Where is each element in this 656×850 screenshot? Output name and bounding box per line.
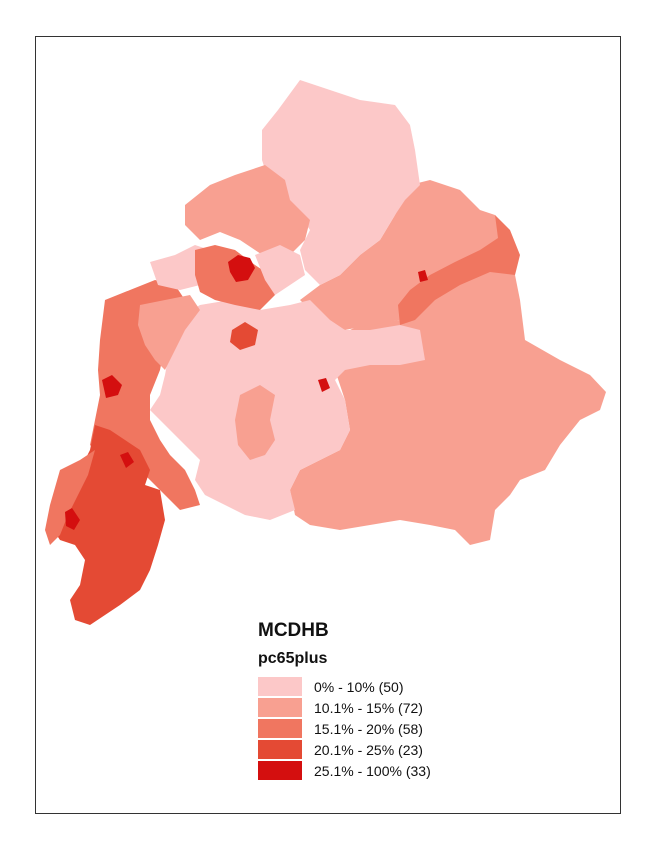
legend-items: 0% - 10% (50) 10.1% - 15% (72) 15.1% - 20%… xyxy=(258,676,518,781)
legend-title: MCDHB xyxy=(258,620,329,641)
region-northwest xyxy=(185,165,310,260)
legend-item: 25.1% - 100% (33) xyxy=(258,760,518,781)
region-town-pale xyxy=(255,245,305,295)
legend-swatch xyxy=(258,698,302,717)
hotspot-6 xyxy=(230,322,258,350)
hotspot-5 xyxy=(120,452,134,468)
region-ne-strip xyxy=(398,215,520,325)
legend-item: 20.1% - 25% (23) xyxy=(258,739,518,760)
legend-item: 15.1% - 20% (58) xyxy=(258,718,518,739)
legend-item: 10.1% - 15% (72) xyxy=(258,697,518,718)
legend-swatch xyxy=(258,740,302,759)
region-sw-strip xyxy=(45,450,95,545)
legend-label: 25.1% - 100% (33) xyxy=(314,762,431,779)
hotspot-2 xyxy=(102,375,122,398)
hotspot-1 xyxy=(228,255,255,282)
legend-label: 0% - 10% (50) xyxy=(314,678,404,695)
legend-label: 20.1% - 25% (23) xyxy=(314,741,423,758)
region-central xyxy=(150,300,425,520)
legend-swatch xyxy=(258,761,302,780)
hotspot-7 xyxy=(418,270,428,282)
legend-label: 10.1% - 15% (72) xyxy=(314,699,423,716)
region-northeast xyxy=(300,180,505,330)
legend-label: 15.1% - 20% (58) xyxy=(314,720,423,737)
map-legend: MCDHB pc65plus 0% - 10% (50) 10.1% - 15% … xyxy=(258,620,518,781)
legend-item: 0% - 10% (50) xyxy=(258,676,518,697)
legend-subtitle: pc65plus xyxy=(258,650,328,667)
hotspot-4 xyxy=(65,508,80,530)
region-north xyxy=(262,80,420,285)
legend-swatch xyxy=(258,677,302,696)
region-central-south xyxy=(235,385,275,460)
region-west-inner xyxy=(138,295,200,370)
legend-swatch xyxy=(258,719,302,738)
hotspot-3 xyxy=(318,378,330,392)
